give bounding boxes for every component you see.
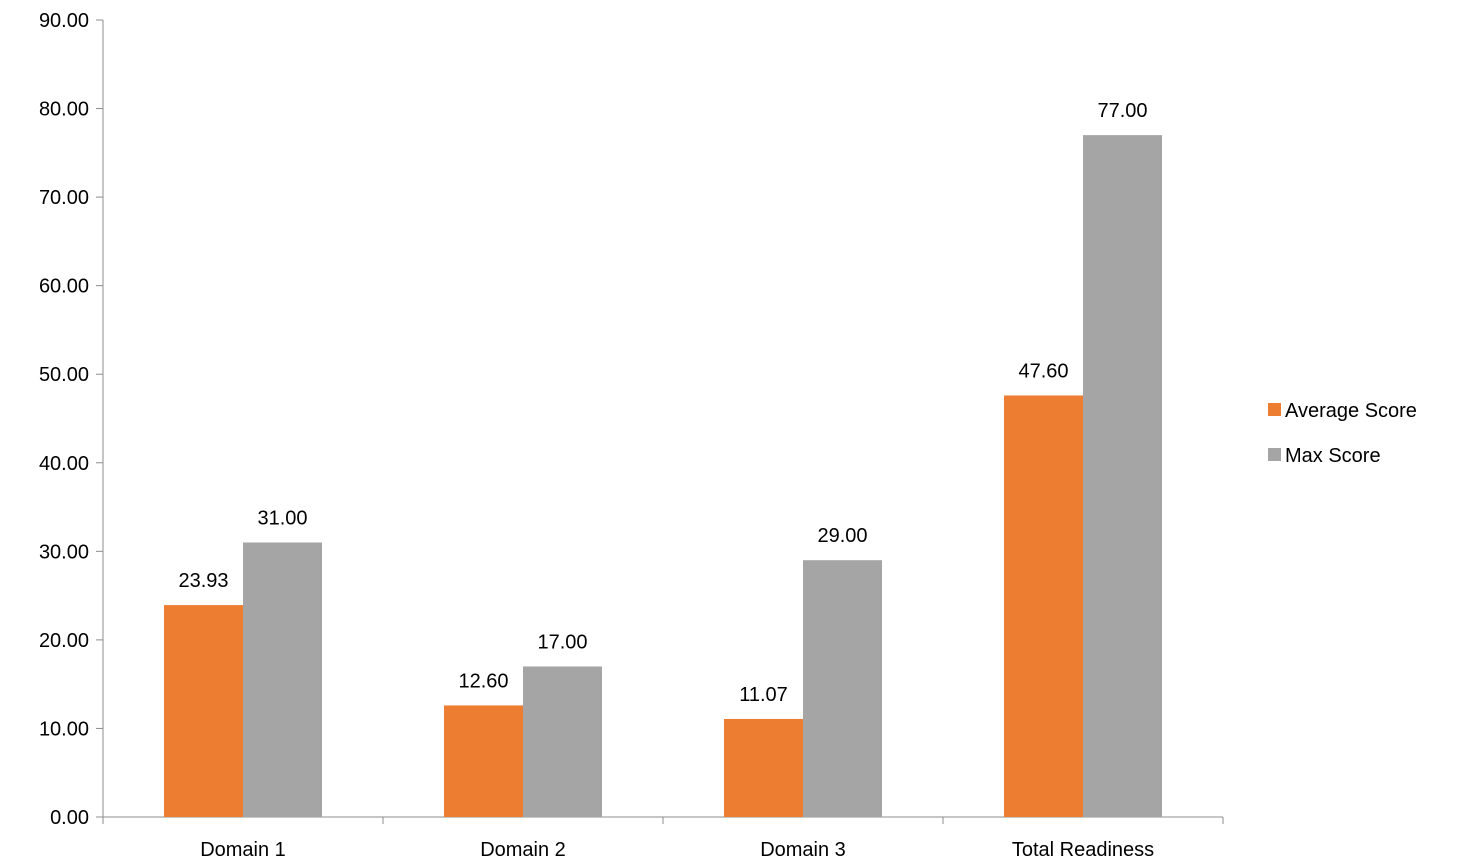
data-label: 11.07	[739, 684, 788, 706]
y-tick-label: 10.00	[39, 718, 89, 740]
bar	[444, 705, 523, 817]
y-tick-label: 90.00	[39, 10, 89, 32]
y-tick-label: 50.00	[39, 364, 89, 386]
bar	[243, 542, 322, 817]
x-category-label: Domain 3	[760, 839, 846, 861]
bar	[803, 560, 882, 817]
bar	[1083, 135, 1162, 818]
bar	[164, 605, 243, 817]
legend-swatch	[1268, 403, 1281, 416]
x-category-label: Domain 1	[200, 839, 286, 861]
x-axis: Domain 1 Domain 2 Domain 3 Total Readiness	[102, 816, 1224, 861]
data-labels: 23.93 31.00 12.60 17.00 11.07 29.00 47.60 77.00	[178, 100, 1147, 706]
y-axis: 0.00 10.00 20.00 30.00 40.00 50.00 60.00 70.00 8…	[39, 10, 104, 829]
data-label: 12.60	[458, 670, 508, 692]
legend-swatch	[1268, 448, 1281, 461]
y-tick-label: 0.00	[50, 807, 89, 829]
bar	[523, 666, 602, 817]
y-tick-label: 80.00	[39, 99, 89, 121]
data-label: 23.93	[178, 570, 228, 592]
data-label: 31.00	[257, 507, 307, 529]
y-tick-label: 30.00	[39, 541, 89, 563]
bar	[1004, 395, 1083, 817]
data-label: 77.00	[1097, 100, 1147, 122]
y-tick-label: 60.00	[39, 276, 89, 298]
x-category-label: Total Readiness	[1012, 839, 1154, 861]
bars	[164, 135, 1162, 818]
data-label: 17.00	[537, 631, 587, 653]
legend-label: Average Score	[1285, 400, 1417, 422]
y-tick-label: 20.00	[39, 630, 89, 652]
data-label: 47.60	[1018, 360, 1068, 382]
legend-label: Max Score	[1285, 445, 1381, 467]
legend: Average Score Max Score	[1268, 400, 1417, 467]
y-tick-label: 40.00	[39, 453, 89, 475]
x-category-label: Domain 2	[480, 839, 566, 861]
data-label: 29.00	[817, 525, 867, 547]
bar	[724, 718, 803, 817]
y-tick-label: 70.00	[39, 187, 89, 209]
